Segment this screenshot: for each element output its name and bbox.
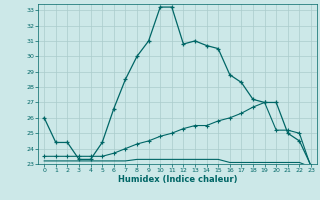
X-axis label: Humidex (Indice chaleur): Humidex (Indice chaleur) xyxy=(118,175,237,184)
